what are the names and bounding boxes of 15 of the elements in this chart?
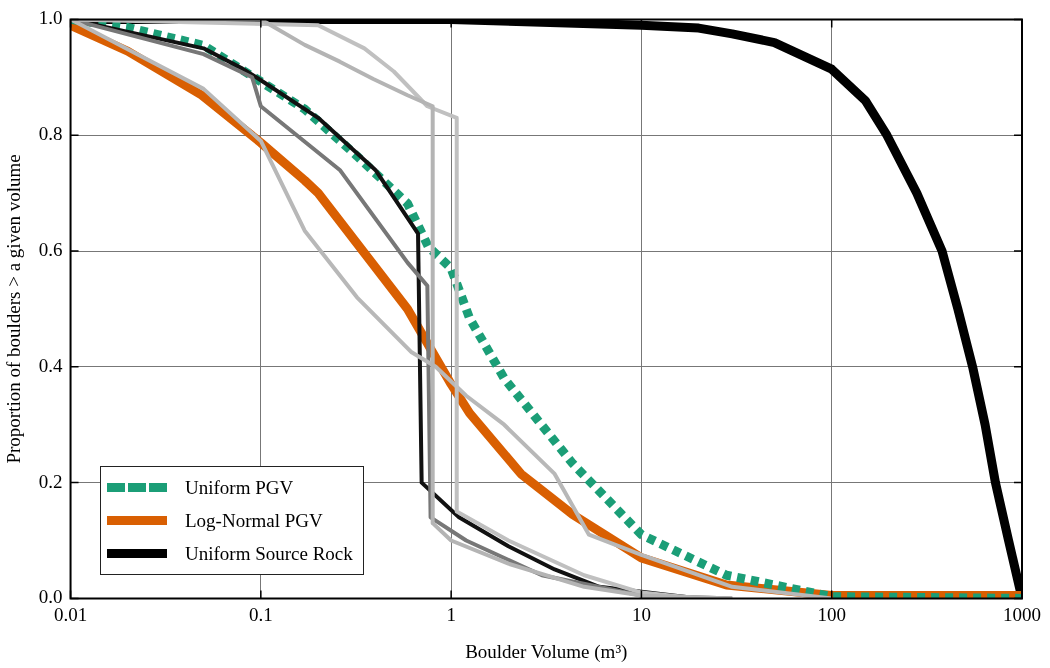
legend-label: Uniform PGV: [185, 476, 294, 499]
legend-label: Log-Normal PGV: [185, 509, 323, 532]
y-tick-label: 0.6: [38, 238, 63, 260]
x-axis-title: Boulder Volume (m³): [465, 640, 628, 663]
y-axis-title: Proportion of boulders > a given volume: [3, 154, 25, 464]
y-tick-label: 1.0: [38, 7, 63, 29]
x-tick-label: 100: [817, 603, 846, 625]
y-tick-label: 0.4: [38, 354, 64, 376]
y-tick-label: 0.8: [38, 123, 63, 145]
x-tick-label: 1000: [1003, 603, 1041, 625]
legend-label: Uniform Source Rock: [185, 542, 353, 565]
x-tick-label: 1: [446, 603, 456, 625]
x-tick-label: 0.1: [248, 603, 273, 625]
y-tick-label: 0.2: [38, 470, 63, 492]
x-tick-label: 10: [631, 603, 651, 625]
